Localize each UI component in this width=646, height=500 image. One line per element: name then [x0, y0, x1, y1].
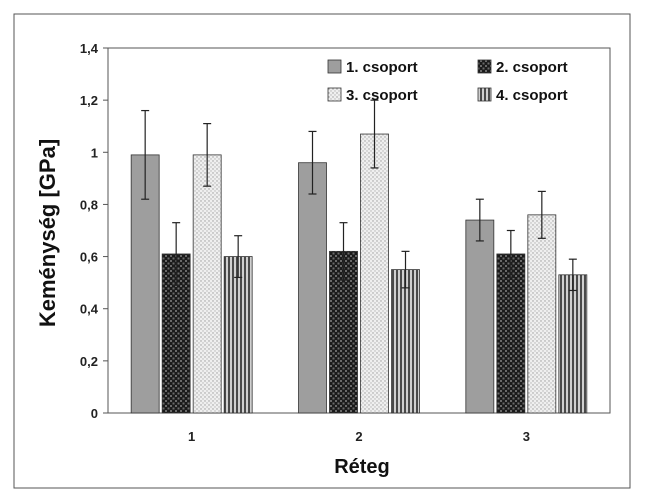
- y-tick-label: 1,4: [80, 41, 99, 56]
- bar-series-1-cat-2: [298, 162, 327, 414]
- y-tick-label: 0,8: [80, 197, 98, 212]
- legend-label-3: 3. csoport: [346, 87, 418, 104]
- y-axis-title: Keménység [GPa]: [35, 139, 60, 327]
- plot-area: [107, 47, 611, 414]
- x-axis-title: Réteg: [334, 456, 390, 478]
- x-tick-label: 2: [355, 429, 362, 444]
- legend-swatch-4: [477, 87, 492, 102]
- bar-series-2-cat-3: [496, 253, 526, 414]
- bar-series-3-cat-1: [192, 154, 222, 414]
- y-tick-label: 1,2: [80, 93, 98, 108]
- error-bars: [141, 99, 577, 292]
- bar-series-1-cat-3: [465, 219, 495, 414]
- y-tick-label: 0,4: [80, 302, 99, 317]
- y-tick-label: 0,6: [80, 250, 98, 265]
- legend-label-4: 4. csoport: [496, 87, 568, 104]
- bar-series-4-cat-3: [558, 274, 588, 414]
- y-tick-label: 0: [91, 406, 98, 421]
- legend-label-2: 2. csoport: [496, 59, 568, 76]
- legend-label-1: 1. csoport: [346, 59, 418, 76]
- legend-swatch-3: [327, 87, 342, 102]
- bar-series-3-cat-2: [360, 133, 389, 414]
- bar-series-4-cat-1: [223, 256, 253, 414]
- bar-series-3-cat-3: [527, 214, 557, 414]
- x-tick-label: 3: [523, 429, 530, 444]
- y-tick-label: 0,2: [80, 354, 98, 369]
- bars: [130, 133, 588, 414]
- y-axis-ticks: 0 0,2 0,4 0,6 0,8 1 1,2 1,4: [80, 41, 108, 421]
- bar-series-4-cat-2: [391, 269, 420, 414]
- x-axis-ticks: 1 2 3: [188, 429, 530, 444]
- x-tick-label: 1: [188, 429, 195, 444]
- legend-swatch-2: [477, 59, 492, 74]
- legend: 1. csoport 2. csoport 3. csoport 4. csoport: [327, 59, 568, 104]
- legend-swatch-1: [327, 59, 342, 74]
- y-tick-label: 1: [91, 145, 98, 160]
